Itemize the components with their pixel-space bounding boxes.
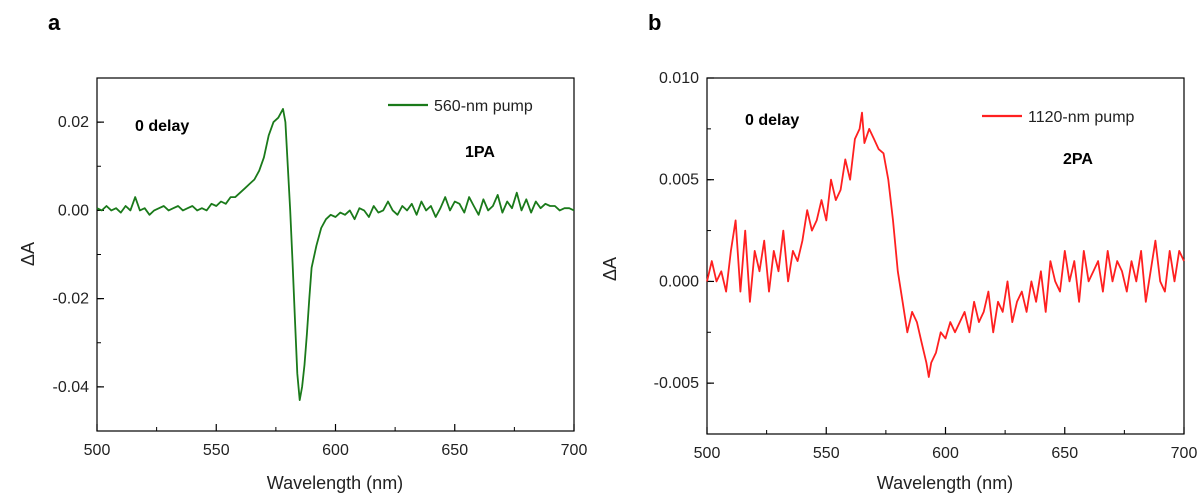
series-line — [706, 111, 1185, 378]
panel-a-legend-label: 560-nm pump — [434, 98, 533, 115]
panel-b-annotation-delay: 0 delay — [745, 112, 799, 129]
y-tick-label: 0.010 — [659, 70, 699, 87]
panel-b-label: b — [648, 10, 661, 35]
panel-a-annotation-delay: 0 delay — [135, 118, 189, 135]
panel-b-legend: 1120-nm pump — [982, 109, 1135, 126]
panel-a-label: a — [48, 10, 61, 35]
panel-b-y-axis-title: ΔA — [600, 257, 620, 281]
panel-a-x-axis-title: Wavelength (nm) — [267, 473, 403, 493]
panel-a-y-axis-title: ΔA — [18, 242, 38, 266]
panel-b-series — [706, 111, 1185, 378]
panel-b-legend-label: 1120-nm pump — [1028, 109, 1135, 126]
panel-a-annotation-process: 1PA — [465, 144, 495, 161]
x-tick-label: 700 — [1171, 445, 1198, 462]
panel-b-y-ticks: -0.005 0.000 0.005 0.010 — [654, 70, 714, 435]
panel-b-x-ticks: 500 550 600 650 700 — [694, 427, 1198, 462]
panel-a-legend: 560-nm pump — [388, 98, 533, 115]
panel-a-series — [96, 108, 575, 402]
series-line — [96, 108, 575, 402]
x-tick-label: 650 — [1051, 445, 1078, 462]
x-tick-label: 500 — [694, 445, 721, 462]
panel-b-plot-frame — [706, 77, 1185, 435]
x-tick-label: 700 — [561, 442, 588, 459]
panel-a-y-ticks: -0.04 -0.02 0.00 0.02 — [53, 77, 104, 432]
panel-a-x-ticks: 500 550 600 650 700 — [84, 424, 588, 459]
panel-b-x-axis-title: Wavelength (nm) — [877, 473, 1013, 493]
x-tick-label: 550 — [813, 445, 840, 462]
y-tick-label: -0.04 — [53, 379, 90, 396]
x-tick-label: 550 — [203, 442, 230, 459]
panel-b: b 500 550 600 650 700 -0.0050.0000.0050.010 … — [600, 10, 1197, 493]
y-tick-label: -0.005 — [654, 375, 699, 392]
panel-a: a 500 550 600 650 700 -0.04 -0.02 0.00 0.02 Wav… — [18, 10, 587, 493]
x-tick-label: 500 — [84, 442, 111, 459]
y-tick-label: 0.000 — [659, 273, 699, 290]
y-tick-label: 0.02 — [58, 114, 89, 131]
panel-b-annotation-process: 2PA — [1063, 151, 1093, 168]
x-tick-label: 600 — [322, 442, 349, 459]
y-tick-label: -0.02 — [53, 291, 90, 308]
y-tick-label: 0.005 — [659, 172, 699, 189]
x-tick-label: 600 — [932, 445, 959, 462]
y-tick-label: 0.00 — [58, 202, 89, 219]
x-tick-label: 650 — [441, 442, 468, 459]
